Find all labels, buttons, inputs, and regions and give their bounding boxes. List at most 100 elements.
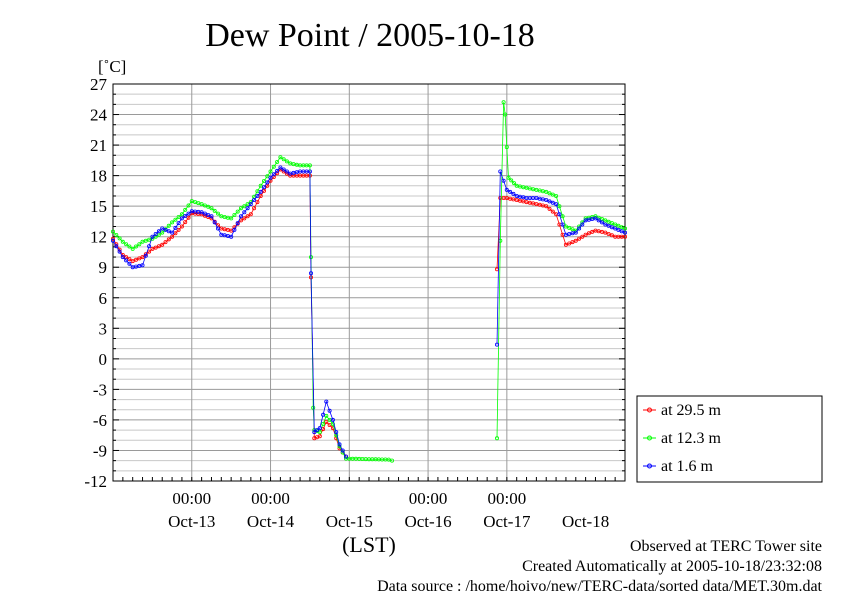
data-point [202,211,207,216]
data-point [557,212,562,217]
data-point [324,419,329,424]
x-time-label: 00:00 [251,489,290,508]
y-tick-label: -6 [93,411,107,430]
data-point [623,230,628,235]
data-point [307,163,312,168]
data-point [271,172,276,177]
data-point [153,245,158,250]
data-point [583,232,588,237]
data-point [176,227,181,232]
y-tick-label: 24 [90,106,108,125]
data-point [317,430,322,435]
data-point [156,244,161,249]
data-point [255,193,260,198]
data-point [311,405,316,410]
data-point [389,458,394,463]
data-point [173,225,178,230]
data-point [284,159,289,164]
legend: at 29.5 m at 12.3 m at 1.6 m [636,395,823,483]
data-point [504,187,509,192]
data-point [124,258,129,263]
data-point [603,218,608,223]
data-point [111,236,116,241]
data-point [258,189,263,194]
data-point [616,223,621,228]
data-point [580,234,585,239]
data-point [183,207,188,212]
data-point [509,178,514,183]
data-point [265,174,270,179]
data-point [560,214,565,219]
data-point [140,263,145,268]
data-point [501,100,506,105]
data-point [268,175,273,180]
data-point [156,229,161,234]
data-point [609,233,614,238]
data-point [258,183,263,188]
data-point [321,412,326,417]
data-point [209,214,214,219]
data-point [567,241,572,246]
data-point [199,202,204,207]
data-point [238,214,243,219]
x-time-label: 00:00 [487,489,526,508]
data-point [275,159,280,164]
legend-item: at 29.5 m [643,402,722,419]
data-point [206,212,211,217]
data-point [117,249,122,254]
data-point [603,222,608,227]
data-point [567,225,572,230]
data-point [120,239,125,244]
plot-frame [112,83,626,482]
legend-box [636,395,823,483]
data-point [544,204,549,209]
data-point [238,206,243,211]
data-point [120,255,125,260]
data-point [586,231,591,236]
data-point [330,421,335,426]
data-point [183,213,188,218]
data-point [603,230,608,235]
data-point [550,209,555,214]
data-point [242,204,247,209]
data-point [117,236,122,241]
y-tick-label: 6 [99,289,108,308]
data-point [166,237,171,242]
data-point [580,222,585,227]
data-point [609,221,614,226]
data-point [265,180,270,185]
legend-item: at 1.6 m [643,458,714,475]
data-point [252,197,257,202]
data-point [160,226,165,231]
data-point [613,222,618,227]
data-point [229,234,234,239]
data-point [503,112,508,117]
y-tick-label: 3 [99,319,108,338]
data-point [275,171,280,176]
x-date-label: Oct-15 [326,512,373,531]
data-point [623,226,628,231]
data-point [606,223,611,228]
data-point [114,244,119,249]
y-tick-label: 18 [90,167,107,186]
data-point [570,227,575,232]
data-point [563,224,568,229]
data-point [242,216,247,221]
data-point [261,185,266,190]
data-point [281,157,286,162]
data-point [334,430,339,435]
data-point [560,222,565,227]
data-point [619,225,624,230]
legend-label: at 29.5 m [661,402,722,419]
legend-swatch-marker [647,463,652,469]
data-point [590,229,595,234]
data-point [137,256,142,261]
data-point [130,246,135,251]
legend-label: at 1.6 m [661,458,714,475]
data-point [137,242,142,247]
data-point [160,242,165,247]
data-point [550,200,555,205]
data-point [212,220,217,225]
data-point [616,227,621,232]
y-tick-label: -12 [84,472,107,491]
